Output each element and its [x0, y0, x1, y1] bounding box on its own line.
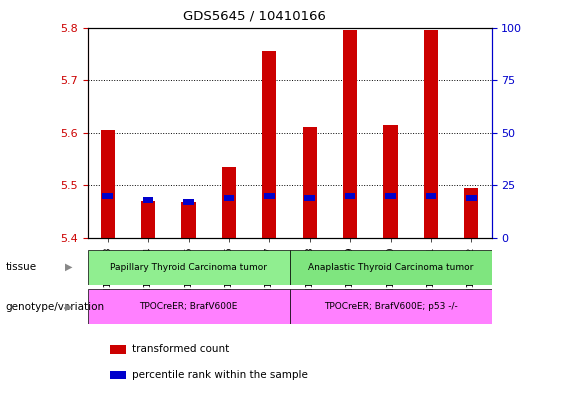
- Bar: [88, 289, 290, 324]
- Text: TPOCreER; BrafV600E: TPOCreER; BrafV600E: [140, 302, 238, 311]
- Text: tissue: tissue: [6, 262, 37, 272]
- Bar: [425, 193, 436, 199]
- Bar: [303, 127, 317, 238]
- Bar: [222, 167, 236, 238]
- Bar: [264, 193, 275, 199]
- Bar: [345, 193, 355, 199]
- Bar: [290, 289, 492, 324]
- Text: ▶: ▶: [65, 262, 72, 272]
- Bar: [384, 125, 398, 238]
- Bar: [183, 199, 194, 205]
- Bar: [181, 202, 195, 238]
- Bar: [88, 250, 290, 285]
- Bar: [464, 188, 479, 238]
- Bar: [466, 195, 477, 201]
- Bar: [424, 30, 438, 238]
- Bar: [141, 201, 155, 238]
- Bar: [262, 51, 276, 238]
- Text: percentile rank within the sample: percentile rank within the sample: [132, 370, 307, 380]
- Bar: [224, 195, 234, 201]
- Bar: [290, 250, 492, 285]
- Bar: [143, 197, 154, 203]
- Bar: [101, 130, 115, 238]
- Text: GDS5645 / 10410166: GDS5645 / 10410166: [183, 10, 325, 23]
- Bar: [343, 30, 357, 238]
- Bar: [305, 195, 315, 201]
- Bar: [385, 193, 396, 199]
- Text: TPOCreER; BrafV600E; p53 -/-: TPOCreER; BrafV600E; p53 -/-: [324, 302, 458, 311]
- Text: Papillary Thyroid Carcinoma tumor: Papillary Thyroid Carcinoma tumor: [110, 263, 267, 272]
- Bar: [102, 193, 113, 199]
- Text: genotype/variation: genotype/variation: [6, 301, 105, 312]
- Text: ▶: ▶: [65, 301, 72, 312]
- Text: Anaplastic Thyroid Carcinoma tumor: Anaplastic Thyroid Carcinoma tumor: [308, 263, 473, 272]
- Text: transformed count: transformed count: [132, 344, 229, 354]
